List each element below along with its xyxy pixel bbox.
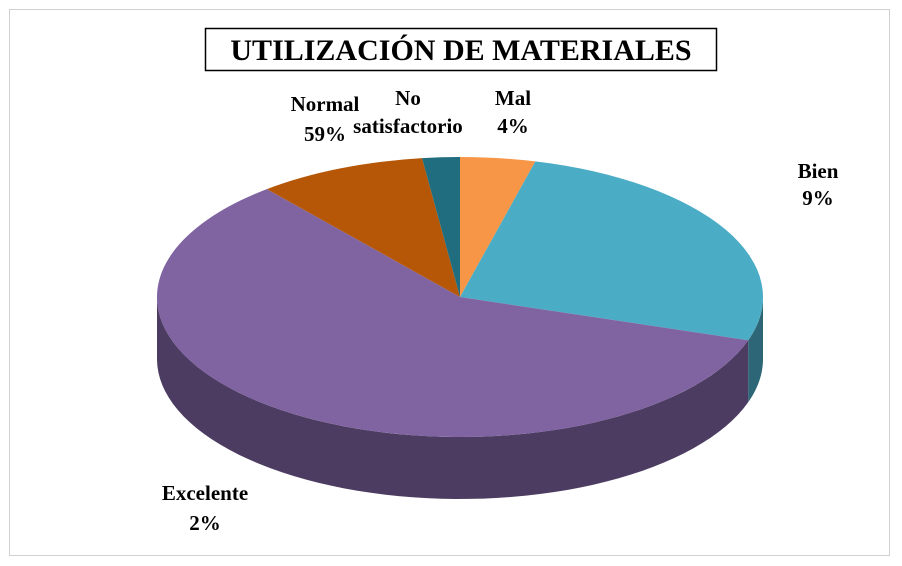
data-label-category: No [395, 86, 421, 110]
chart-title: UTILIZACIÓN DE MATERIALES [230, 34, 691, 67]
data-label-value: 9% [802, 186, 834, 210]
title-box [204, 27, 718, 72]
pie-slice [460, 157, 536, 297]
data-label-category: satisfactorio [353, 114, 463, 138]
data-label-category: Bien [798, 159, 839, 183]
data-label-category: Excelente [162, 481, 248, 505]
pie-slice [460, 161, 763, 341]
pie-slice [266, 158, 460, 297]
pie-slice [156, 189, 749, 437]
pie-side [748, 297, 763, 403]
data-label-value: 2% [189, 511, 221, 535]
data-label-value: 59% [304, 122, 346, 146]
pie-slice [422, 157, 460, 297]
data-label: No satisfactorio [353, 86, 463, 138]
data-label-value: 26% [387, 0, 429, 5]
data-label-value: 4% [497, 114, 529, 138]
data-label-category: Normal [291, 92, 360, 116]
data-label-category: Mal [495, 86, 531, 110]
pie-side [157, 297, 749, 499]
